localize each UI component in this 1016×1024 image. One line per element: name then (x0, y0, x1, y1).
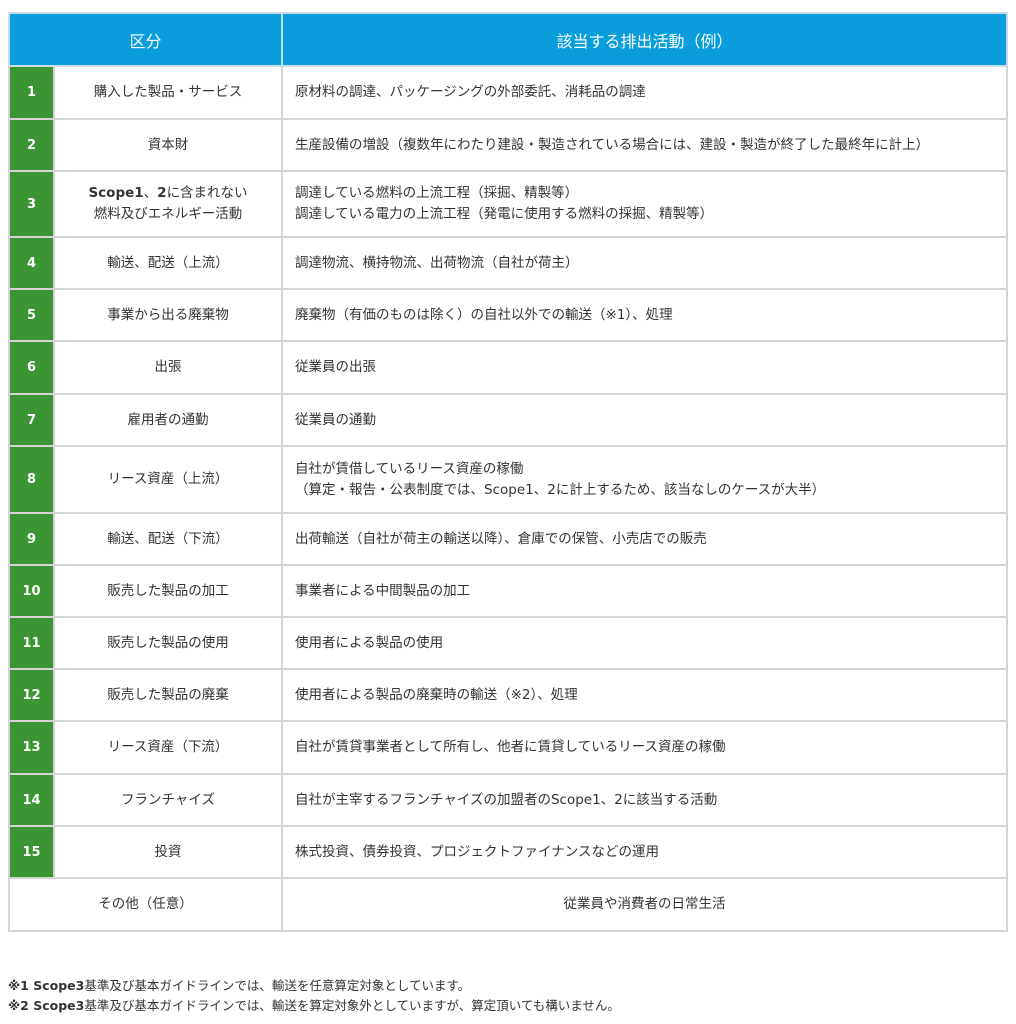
footnote-2: ※2 Scope3基準及び基本ガイドラインでは、輸送を算定対象外としていますが、… (8, 996, 620, 1016)
category-bold: Scope1 (88, 185, 144, 201)
table-row: 12 販売した製品の廃棄 使用者による製品の廃棄時の輸送（※2）、処理 (8, 668, 1008, 722)
activity-line: 調達している燃料の上流工程（採掘、精製等） (295, 185, 579, 201)
header-category: 区分 (7, 12, 284, 67)
category-cell: リース資産（下流） (52, 720, 284, 775)
table-row: 2 資本財 生産設備の増設（複数年にわたり建設・製造されている場合には、建設・製造が… (8, 118, 1008, 172)
table-row: 6 出張 従業員の出張 (8, 340, 1008, 395)
activity-cell: 廃棄物（有価のものは除く）の自社以外での輸送（※1）、処理 (281, 288, 1008, 342)
activity-cell: 生産設備の増設（複数年にわたり建設・製造されている場合には、建設・製造が終了した… (281, 118, 1008, 172)
category-number: 12 (8, 668, 55, 722)
category-number: 1 (8, 65, 55, 120)
category-number: 6 (8, 340, 55, 395)
table-row: 1 購入した製品・サービス 原材料の調達、パッケージングの外部委託、消耗品の調達 (8, 65, 1008, 120)
table-row: 5 事業から出る廃棄物 廃棄物（有価のものは除く）の自社以外での輸送（※1）、処理 (8, 288, 1008, 342)
category-cell: 販売した製品の使用 (52, 616, 284, 670)
category-cell: 購入した製品・サービス (52, 65, 284, 120)
table-row: 13 リース資産（下流） 自社が賃貸事業者として所有し、他者に賃貸しているリース資産… (8, 720, 1008, 775)
activity-cell: 原材料の調達、パッケージングの外部委託、消耗品の調達 (281, 65, 1008, 120)
category-number: 13 (8, 720, 55, 775)
category-number: 14 (8, 773, 55, 827)
activity-cell: 自社が賃貸事業者として所有し、他者に賃貸しているリース資産の稼働 (281, 720, 1008, 775)
activity-cell: 従業員や消費者の日常生活 (281, 877, 1008, 932)
category-cell: リース資産（上流） (52, 445, 284, 514)
category-cell: フランチャイズ (52, 773, 284, 827)
activity-cell: 事業者による中間製品の加工 (281, 564, 1008, 618)
category-number: 9 (8, 512, 55, 566)
activity-line: 自社が主宰するフランチャイズの加盟者のScope1、2に該当する活動 (295, 791, 718, 808)
category-number: 5 (8, 288, 55, 342)
table-row: 4 輸送、配送（上流） 調達物流、横持物流、出荷物流（自社が荷主） (8, 236, 1008, 290)
category-cell: 雇用者の通勤 (52, 393, 284, 447)
activity-cell: 従業員の通勤 (281, 393, 1008, 447)
category-bold: 2 (157, 185, 167, 201)
activity-line: 調達物流、横持物流、出荷物流（自社が荷主） (295, 254, 579, 271)
activity-line: 使用者による製品の使用 (295, 634, 444, 651)
activity-line: 自社が賃借しているリース資産の稼働 (295, 460, 524, 477)
category-cell: 事業から出る廃棄物 (52, 288, 284, 342)
category-number: 3 (8, 170, 55, 238)
table-row-other: その他（任意） 従業員や消費者の日常生活 (7, 877, 1008, 932)
category-text: に含まれない (166, 185, 248, 201)
table-header: 区分 該当する排出活動（例） (7, 12, 1008, 67)
category-cell: Scope1、2に含まれない燃料及びエネルギー活動 (52, 170, 284, 238)
category-cell: 資本財 (52, 118, 284, 172)
footnote-text: 基準及び基本ガイドラインでは、輸送を算定対象外としていますが、算定頂いても構いま… (84, 998, 620, 1013)
category-text: 、 (143, 185, 158, 201)
activity-line: 株式投資、債券投資、プロジェクトファイナンスなどの運用 (295, 843, 659, 860)
activity-line: （算定・報告・公表制度では、Scope1、2に計上するため、該当なしのケースが大… (295, 481, 826, 498)
activity-cell: 自社が賃借しているリース資産の稼働 （算定・報告・公表制度では、Scope1、2に… (281, 445, 1008, 514)
footnote-text: 基準及び基本ガイドラインでは、輸送を任意算定対象としています。 (84, 978, 471, 993)
activity-line: 調達している電力の上流工程（発電に使用する燃料の採掘、精製等） (295, 206, 714, 222)
category-number: 2 (8, 118, 55, 172)
table-row: 8 リース資産（上流） 自社が賃借しているリース資産の稼働 （算定・報告・公表制度では… (8, 445, 1008, 514)
footnote-1: ※1 Scope3基準及び基本ガイドラインでは、輸送を任意算定対象としています。 (8, 976, 620, 996)
activity-cell: 自社が主宰するフランチャイズの加盟者のScope1、2に該当する活動 (281, 773, 1008, 827)
header-activity: 該当する排出活動（例） (281, 12, 1008, 67)
table-row: 15 投資 株式投資、債券投資、プロジェクトファイナンスなどの運用 (8, 825, 1008, 879)
category-number: 15 (8, 825, 55, 879)
activity-line: 従業員の出張 (295, 359, 377, 375)
activity-cell: 調達物流、横持物流、出荷物流（自社が荷主） (281, 236, 1008, 290)
footnote-mark: ※2 Scope3 (8, 998, 85, 1013)
category-number: 7 (8, 393, 55, 447)
activity-line: 原材料の調達、パッケージングの外部委託、消耗品の調達 (295, 84, 646, 100)
table-row: 9 輸送、配送（下流） 出荷輸送（自社が荷主の輸送以降）、倉庫での保管、小売店での販… (8, 512, 1008, 566)
category-number: 11 (8, 616, 55, 670)
footnote-mark: ※1 Scope3 (8, 978, 85, 993)
activity-line: 自社が賃貸事業者として所有し、他者に賃貸しているリース資産の稼働 (295, 739, 726, 755)
activity-cell: 株式投資、債券投資、プロジェクトファイナンスなどの運用 (281, 825, 1008, 879)
activity-line: 出荷輸送（自社が荷主の輸送以降）、倉庫での保管、小売店での販売 (295, 530, 707, 547)
category-cell: 出張 (52, 340, 284, 395)
table-row: 10 販売した製品の加工 事業者による中間製品の加工 (8, 564, 1008, 618)
category-number: 10 (8, 564, 55, 618)
activity-cell: 出荷輸送（自社が荷主の輸送以降）、倉庫での保管、小売店での販売 (281, 512, 1008, 566)
activity-cell: 調達している燃料の上流工程（採掘、精製等） 調達している電力の上流工程（発電に使用… (281, 170, 1008, 238)
table-row: 11 販売した製品の使用 使用者による製品の使用 (8, 616, 1008, 670)
activity-line: 従業員の通勤 (295, 411, 377, 428)
category-cell: その他（任意） (7, 877, 284, 932)
table-row: 3 Scope1、2に含まれない 燃料及びエネルギー活動 調達している燃料の上流工程（… (8, 170, 1008, 238)
category-cell: 販売した製品の廃棄 (52, 668, 284, 722)
category-cell: 輸送、配送（上流） (52, 236, 284, 290)
category-cell: 輸送、配送（下流） (52, 512, 284, 566)
category-number: 8 (8, 445, 55, 514)
footnotes: ※1 Scope3基準及び基本ガイドラインでは、輸送を任意算定対象としています。… (8, 976, 620, 1016)
table-row: 7 雇用者の通勤 従業員の通勤 (8, 393, 1008, 447)
scope3-category-table: 区分 該当する排出活動（例） 1 購入した製品・サービス 原材料の調達、パッケージン… (7, 12, 1008, 932)
table-row: 14 フランチャイズ 自社が主宰するフランチャイズの加盟者のScope1、2に該当す… (8, 773, 1008, 827)
category-cell: 販売した製品の加工 (52, 564, 284, 618)
category-text: 燃料及びエネルギー活動 (93, 206, 243, 222)
activity-line: 使用者による製品の廃棄時の輸送（※2）、処理 (295, 686, 578, 703)
activity-line: 廃棄物（有価のものは除く）の自社以外での輸送（※1）、処理 (295, 306, 673, 323)
activity-cell: 使用者による製品の使用 (281, 616, 1008, 670)
category-number: 4 (8, 236, 55, 290)
activity-cell: 従業員の出張 (281, 340, 1008, 395)
activity-cell: 使用者による製品の廃棄時の輸送（※2）、処理 (281, 668, 1008, 722)
category-cell: 投資 (52, 825, 284, 879)
activity-line: 事業者による中間製品の加工 (295, 582, 471, 599)
activity-line: 生産設備の増設（複数年にわたり建設・製造されている場合には、建設・製造が終了した… (295, 136, 930, 153)
